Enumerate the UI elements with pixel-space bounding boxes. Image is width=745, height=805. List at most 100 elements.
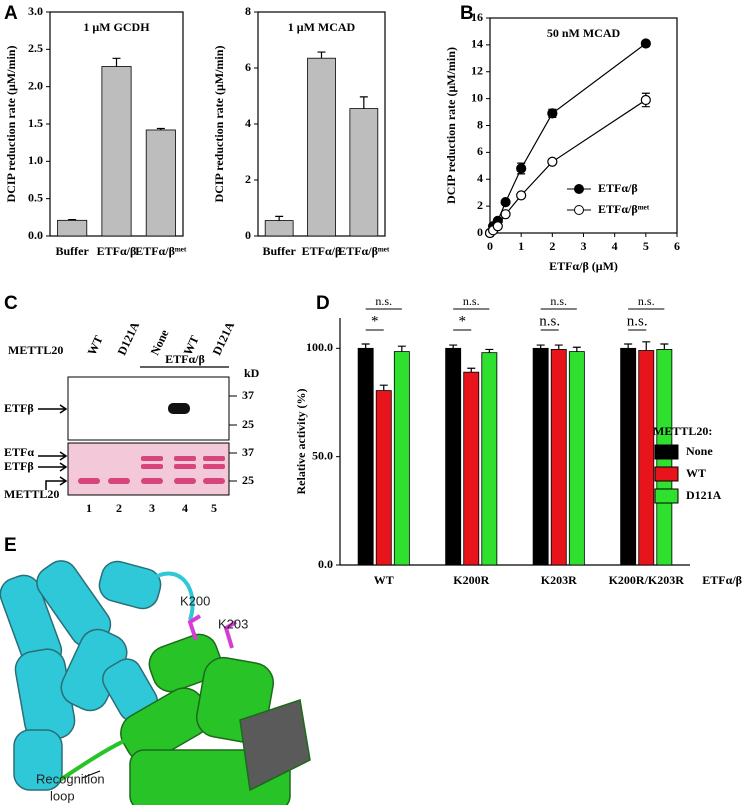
bar <box>638 350 655 566</box>
bar <box>393 351 410 566</box>
band-label: METTL20 <box>4 487 59 501</box>
y-tick-label: 0 <box>245 228 251 242</box>
y-tick-label: 100.0 <box>306 340 333 354</box>
legend-marker <box>574 205 584 215</box>
x-tick-label: 1 <box>518 239 524 253</box>
legend-label: None <box>686 444 713 458</box>
legend-swatch <box>654 488 679 504</box>
plot-frame <box>489 17 678 234</box>
residue-label: K200 <box>180 593 210 608</box>
bar <box>463 371 480 566</box>
gel: METTL20 WT D121A None WT D121A ETFα/β kD… <box>4 319 260 515</box>
marker <box>516 163 527 174</box>
legend-swatch <box>654 444 679 460</box>
y-tick-label: 50.0 <box>312 448 333 462</box>
arrow <box>38 404 68 414</box>
lane-header: D121A <box>115 319 143 357</box>
bar <box>57 219 88 237</box>
y-tick-label: 0.5 <box>28 190 43 204</box>
chart-title: 50 nM MCAD <box>547 26 621 40</box>
error-bar <box>485 348 494 353</box>
structure: K200 K203 Recognition loop <box>0 560 311 805</box>
marker <box>492 221 503 232</box>
y-axis-label: Relative activity (%) <box>294 389 308 495</box>
y-tick-label: 2 <box>245 172 251 186</box>
error-bar <box>660 343 669 350</box>
y-tick-label: 0 <box>477 225 483 239</box>
panel-label: C <box>4 293 18 314</box>
error-bar <box>275 215 284 221</box>
marker <box>640 94 651 106</box>
lane-number: 2 <box>116 501 122 515</box>
marker-label: 25 <box>242 473 254 487</box>
legend-swatch <box>654 466 679 482</box>
error-bar <box>361 343 370 349</box>
bar <box>375 390 392 566</box>
annotation: Recognition <box>36 771 105 786</box>
error-bar <box>467 367 476 373</box>
bar <box>349 108 379 237</box>
legend-label: ETFα/βᵐᵉᵗ <box>598 202 650 216</box>
y-axis-label: DCIP reduction rate (μM/min) <box>4 46 18 203</box>
bar <box>307 57 336 237</box>
error-bar <box>112 57 121 67</box>
significance-label: * <box>458 313 466 329</box>
bar <box>101 66 132 237</box>
significance-label: n.s. <box>638 294 655 308</box>
lane-number: 4 <box>182 501 188 515</box>
bar <box>532 347 549 566</box>
panel-label: E <box>4 535 17 556</box>
band-label: ETFα <box>4 445 34 459</box>
y-tick-label: 16 <box>471 10 483 24</box>
x-tick-label: 4 <box>612 239 618 253</box>
x-tick-label: WT <box>374 573 394 587</box>
lane-number: 3 <box>149 501 155 515</box>
x-tick-label: ETFα/β <box>302 244 342 258</box>
error-bar <box>642 341 651 351</box>
gel-group-label: ETFα/β <box>165 352 205 366</box>
significance-label: n.s. <box>627 313 648 329</box>
arrows <box>38 451 68 490</box>
x-tick-label: K203R <box>541 573 577 587</box>
gel-unit: kD <box>244 366 260 380</box>
y-axis-label: DCIP reduction rate (μM/min) <box>212 46 226 203</box>
lane-header: D121A <box>210 319 238 357</box>
x-tick-label: ETFα/βᵐᵉᵗ <box>135 244 187 258</box>
y-tick-label: 2 <box>477 198 483 212</box>
y-tick-label: 2.0 <box>28 78 43 92</box>
x-tick-label: 2 <box>549 239 555 253</box>
bar <box>145 129 176 237</box>
significance-label: n.s. <box>375 294 392 308</box>
marker <box>640 38 651 49</box>
y-tick-label: 12 <box>471 64 483 78</box>
marker-label: 25 <box>242 417 254 431</box>
y-tick-label: 1.5 <box>28 116 43 130</box>
legend-label: D121A <box>686 488 722 502</box>
y-tick-label: 4 <box>245 116 251 130</box>
bar <box>481 352 498 566</box>
blot <box>67 376 230 441</box>
x-axis-label: ETFα/β <box>702 573 742 587</box>
bar <box>568 351 585 566</box>
green-helices <box>58 633 311 805</box>
error-bar <box>624 343 633 349</box>
legend-label: WT <box>686 466 706 480</box>
error-bar <box>536 344 545 349</box>
marker-label: 37 <box>242 445 254 459</box>
y-tick-label: 1.0 <box>28 153 43 167</box>
y-tick-label: 14 <box>471 37 483 51</box>
error-bar <box>449 344 458 349</box>
band-label: ETFβ <box>4 401 34 415</box>
chart-title: 1 μM GCDH <box>83 20 150 34</box>
chart-title: 1 μM MCAD <box>288 20 356 34</box>
marker <box>500 196 511 208</box>
residue-label: K203 <box>218 616 248 631</box>
y-tick-label: 0.0 <box>28 228 43 242</box>
y-tick-label: 10 <box>471 90 483 104</box>
panel-label: B <box>460 3 474 24</box>
significance-label: n.s. <box>463 294 480 308</box>
marker <box>547 156 558 167</box>
x-tick-label: 5 <box>643 239 649 253</box>
